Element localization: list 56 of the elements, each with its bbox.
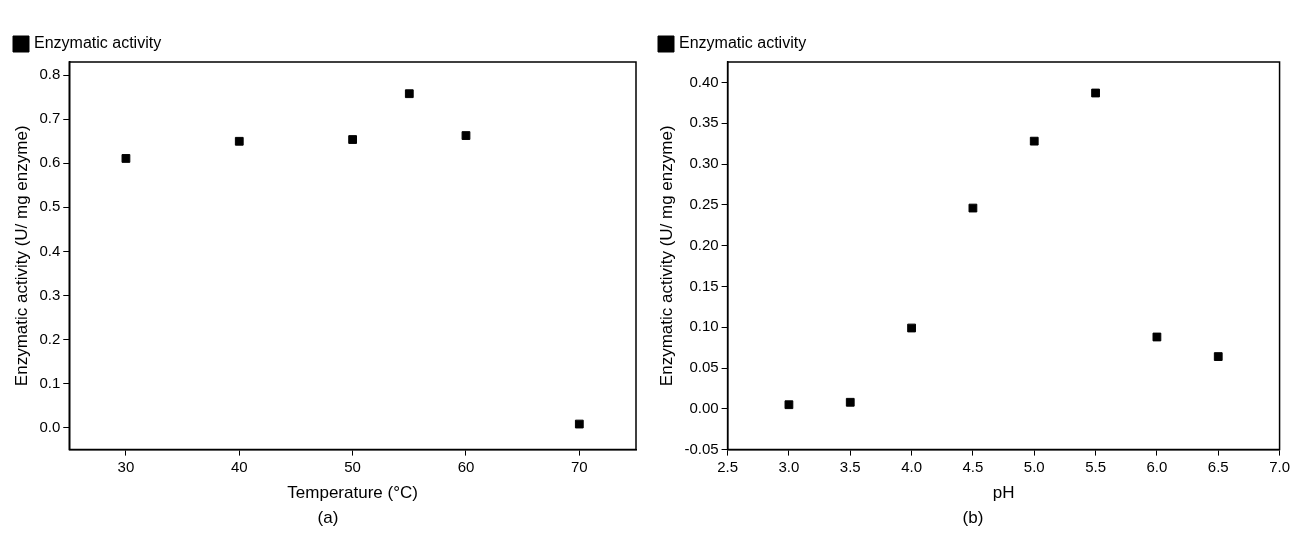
x-tick-label: 4.5 [962, 457, 984, 475]
x-tick-label: 50 [344, 457, 361, 475]
point [234, 136, 244, 146]
y-tick-label: 0.30 [689, 154, 719, 172]
point [845, 397, 855, 407]
x-tick-label: 2.5 [717, 457, 739, 475]
y-tick-label: 0.5 [39, 197, 61, 215]
point [461, 131, 471, 140]
legend-label: Enzymatic activity [34, 34, 162, 52]
x-tick-label: 40 [230, 457, 248, 475]
point [121, 154, 131, 163]
point [574, 419, 584, 429]
text: (b) [961, 508, 985, 528]
x-tick-label: 5.5 [1085, 457, 1107, 475]
point [1029, 136, 1039, 146]
legend-label: Enzymatic activity [679, 34, 807, 52]
point [404, 89, 414, 99]
point [1213, 352, 1223, 361]
x-tick-label: 6.5 [1207, 457, 1229, 475]
x-tick-label: 30 [117, 457, 135, 475]
y-tick-label: 0.1 [39, 373, 61, 391]
y-tick-label: 0.10 [689, 317, 719, 335]
point [968, 203, 978, 213]
point [907, 323, 916, 333]
y-axis-title: Enzymatic activity (U/ mg enzyme) [656, 125, 676, 387]
y-tick-label: 0.25 [689, 194, 719, 212]
y-tick-label: 0.7 [39, 109, 61, 127]
y-tick-label: 0.35 [689, 113, 719, 131]
text: (a) [316, 508, 340, 528]
y-tick-label: 0.0 [39, 417, 61, 435]
y-tick-label: 0.05 [689, 358, 719, 376]
x-tick-label: 7.0 [1269, 457, 1290, 475]
y-axis-title: Enzymatic activity (U/ mg enzyme) [11, 125, 31, 387]
x-tick-label: 60 [457, 457, 475, 475]
x-axis-title: Temperature (°C) [287, 483, 418, 503]
point [784, 400, 794, 410]
point [1152, 332, 1162, 342]
y-tick-label: 0.8 [39, 65, 61, 83]
point [1091, 88, 1100, 98]
x-tick-label: 3.5 [839, 457, 861, 475]
x-tick-label: 6.0 [1146, 457, 1168, 475]
y-tick-label: 0.4 [39, 241, 61, 259]
y-tick-label: 0.3 [39, 285, 61, 303]
y-tick-label: 0.6 [39, 153, 61, 171]
y-tick-label: 0.2 [39, 329, 61, 347]
y-tick-label: 0.20 [689, 235, 719, 253]
x-tick-label: 5.0 [1023, 457, 1045, 475]
point [348, 135, 358, 144]
x-tick-label: 4.0 [901, 457, 923, 475]
y-tick-label: 0.40 [689, 72, 719, 90]
y-tick-label: -0.05 [684, 439, 719, 457]
y-tick-label: 0.15 [689, 276, 719, 294]
x-tick-label: 70 [570, 457, 588, 475]
x-axis-title: pH [992, 483, 1015, 503]
x-tick-label: 3.0 [778, 457, 800, 475]
y-tick-label: 0.00 [689, 398, 719, 416]
